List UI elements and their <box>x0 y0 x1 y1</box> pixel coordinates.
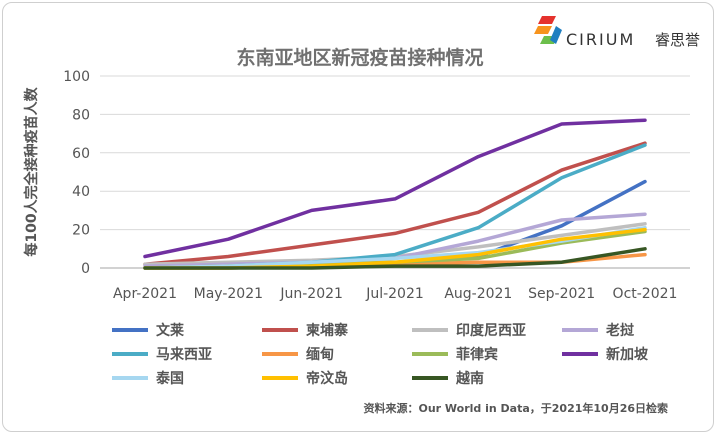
series-line <box>143 143 647 270</box>
legend-label: 越南 <box>455 370 484 387</box>
legend-item: 缅甸 <box>262 346 334 363</box>
legend-label: 泰国 <box>155 370 184 387</box>
brand-name: CIRIUM <box>566 30 635 49</box>
series-line <box>143 225 647 270</box>
series-line <box>143 247 647 270</box>
legend-item: 马来西亚 <box>112 347 212 363</box>
x-tick-label: Sep-2021 <box>528 286 595 302</box>
x-tick-label: Jun-2021 <box>279 286 343 302</box>
legend-item: 帝汶岛 <box>262 370 348 387</box>
y-tick-label: 60 <box>72 146 90 162</box>
x-tick-label: Jul-2021 <box>365 286 424 302</box>
x-tick-label: Apr-2021 <box>113 286 177 302</box>
y-tick-label: 80 <box>72 107 90 123</box>
legend-label: 文莱 <box>156 322 184 339</box>
legend-item: 老挝 <box>562 322 635 339</box>
legend-label: 帝汶岛 <box>306 370 348 387</box>
series-line <box>143 118 647 259</box>
y-tick-label: 40 <box>72 184 90 200</box>
legend-item: 新加坡 <box>562 346 649 363</box>
legend-label: 马来西亚 <box>156 347 212 363</box>
chart-title: 东南亚地区新冠疫苗接种情况 <box>236 46 483 69</box>
x-tick-label: Aug-2021 <box>444 286 512 302</box>
y-axis-ticks: 0 20 40 60 80 100 <box>63 69 90 277</box>
y-axis-label: 每100人完全接种疫苗人数 <box>23 86 40 256</box>
legend-item: 越南 <box>412 370 484 387</box>
source-note: 资料来源：Our World in Data，于2021年10月26日检索 <box>363 401 668 415</box>
legend-item: 文莱 <box>112 322 184 339</box>
x-tick-label: May-2021 <box>194 286 263 302</box>
x-tick-label: Oct-2021 <box>613 286 678 302</box>
legend-label: 印度尼西亚 <box>456 322 526 339</box>
legend-item: 泰国 <box>112 370 184 387</box>
legend-label: 柬埔寨 <box>306 322 349 339</box>
y-tick-label: 20 <box>72 223 90 239</box>
legend-item: 柬埔寨 <box>262 322 349 339</box>
brand-name-cn: 睿思誉 <box>655 31 700 49</box>
y-tick-label: 0 <box>81 261 90 277</box>
legend-label: 新加坡 <box>606 346 649 363</box>
legend-item: 菲律宾 <box>412 346 498 363</box>
series-line <box>143 141 647 266</box>
legend-label: 菲律宾 <box>456 346 498 363</box>
series-line <box>143 222 647 266</box>
y-tick-label: 100 <box>63 69 90 85</box>
series-lines <box>143 118 647 270</box>
x-axis-ticks: Apr-2021 May-2021 Jun-2021 Jul-2021 Aug-2021… <box>113 286 677 302</box>
cirium-logo: CIRIUM 睿思誉 <box>534 16 700 49</box>
legend-label: 老挝 <box>606 322 635 339</box>
legend-item: 印度尼西亚 <box>412 322 526 339</box>
legend-label: 缅甸 <box>306 346 334 363</box>
cirium-logo-icon <box>534 16 562 44</box>
